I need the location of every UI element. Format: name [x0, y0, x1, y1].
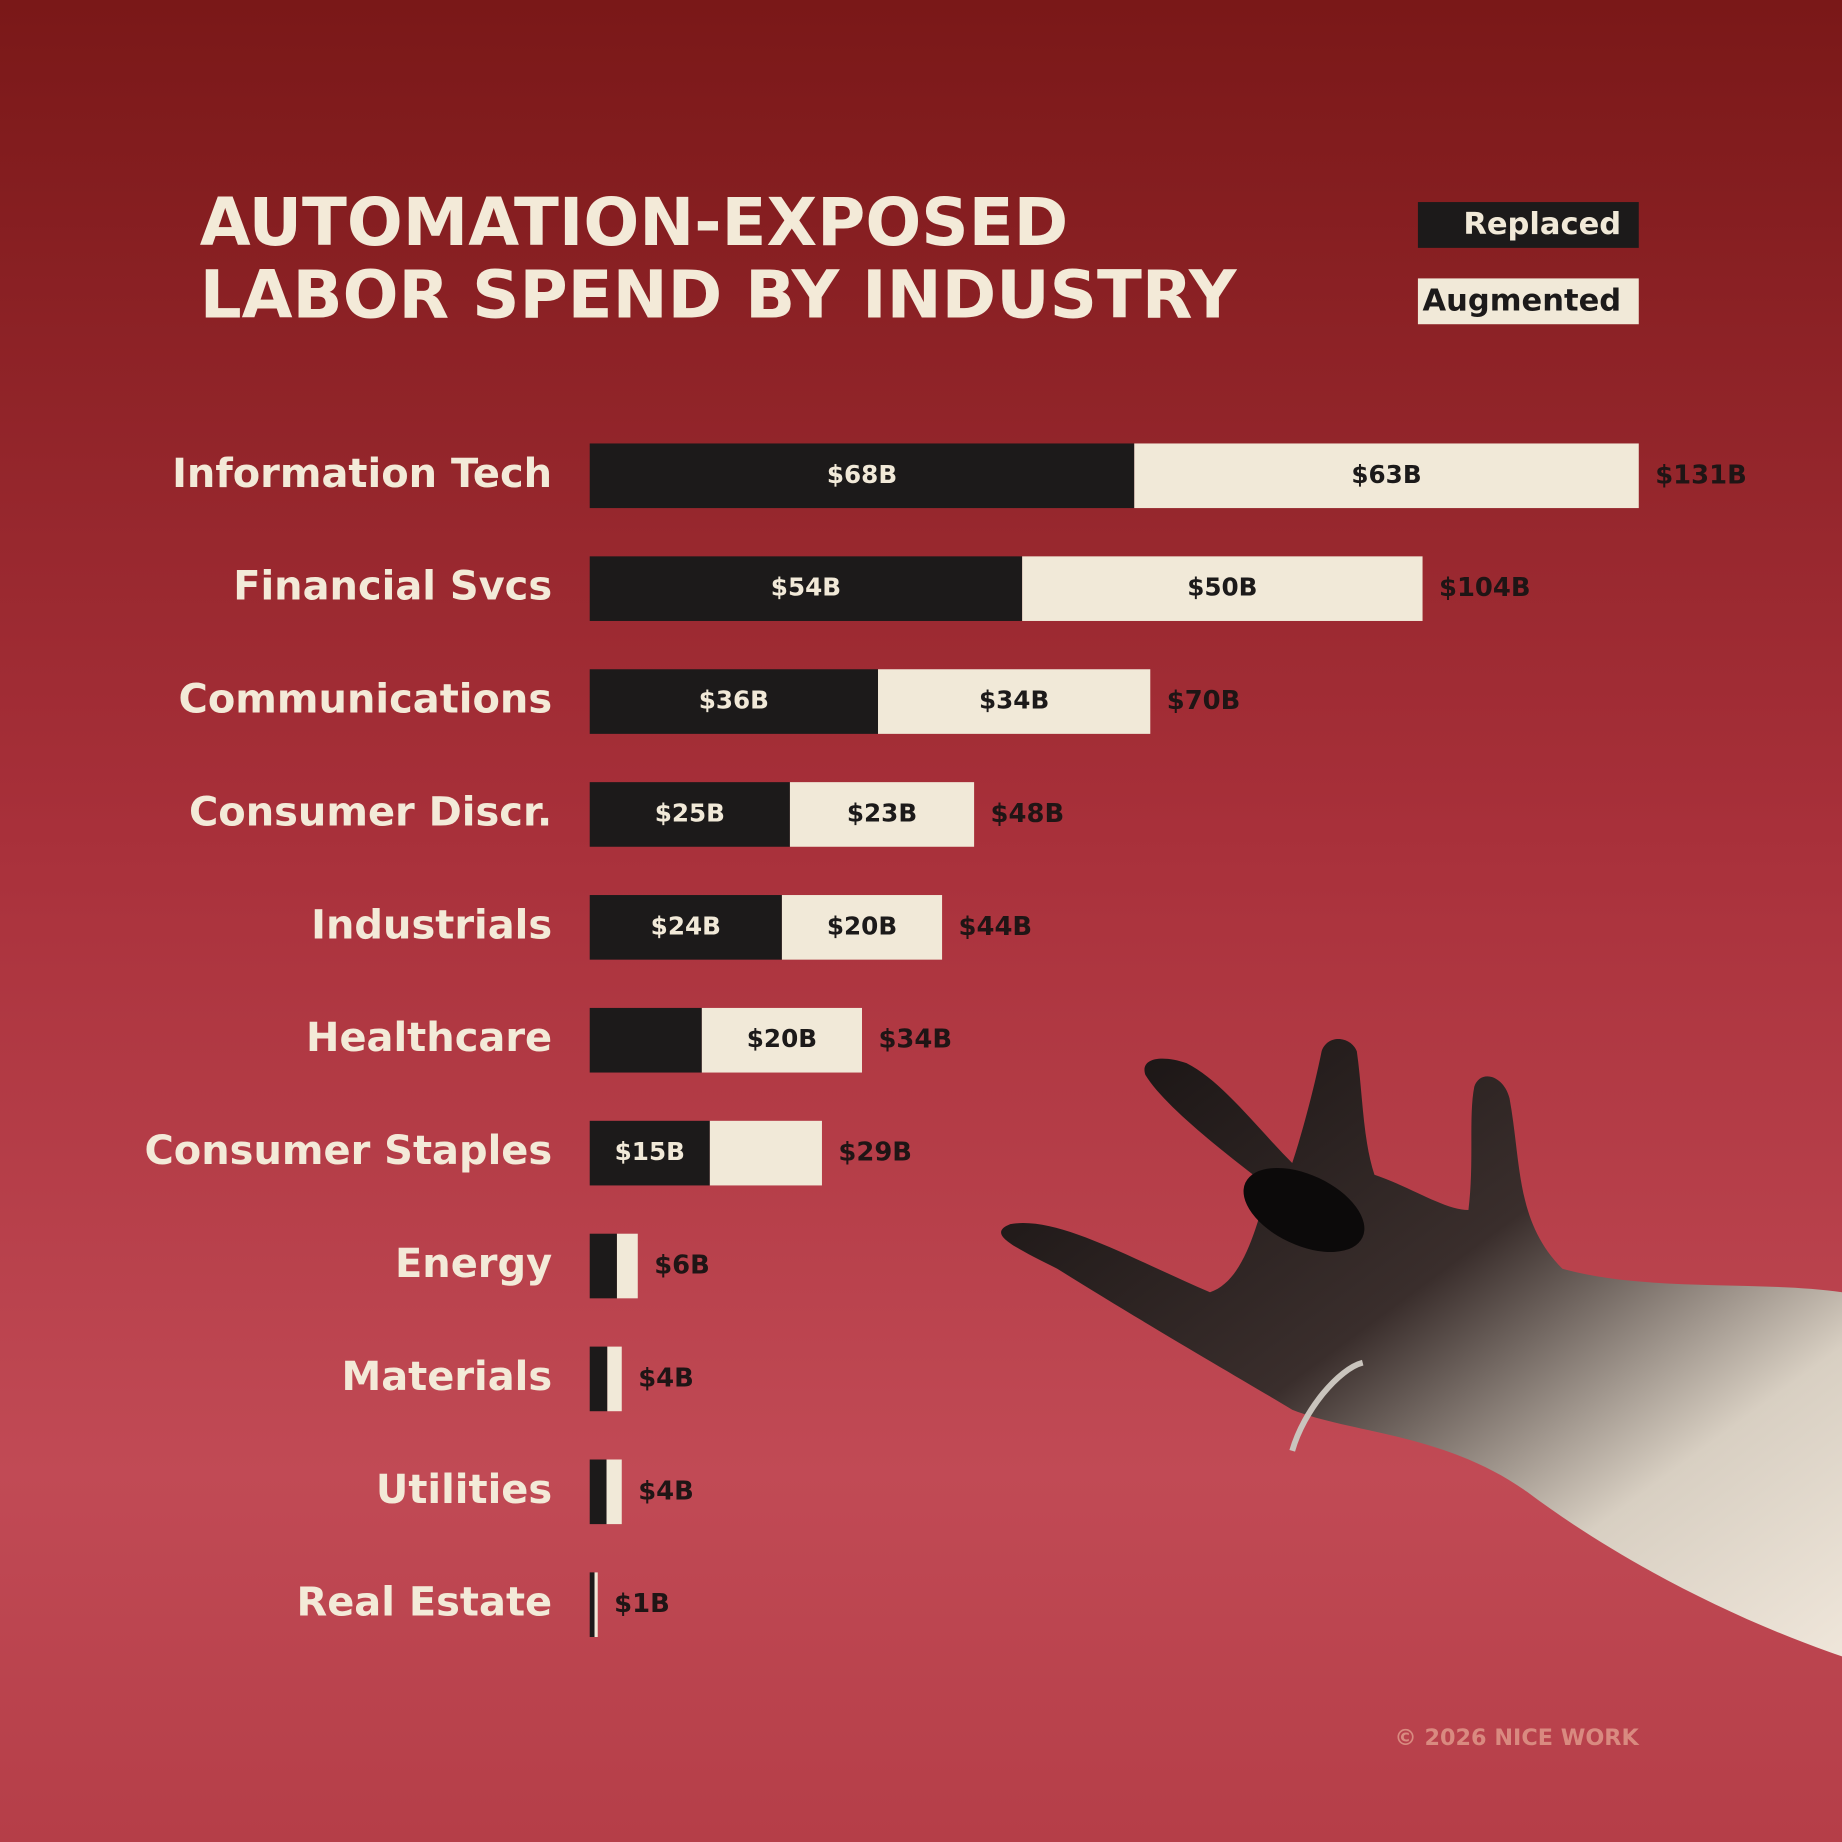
- category-label: Real Estate: [296, 1580, 552, 1626]
- bar-segment: [589, 782, 790, 847]
- bar-segment: [709, 1120, 822, 1186]
- bar-segment: [878, 669, 1151, 734]
- category-label: Materials: [341, 1354, 552, 1400]
- value-label: $63B: [1351, 460, 1421, 489]
- category-label: Industrials: [311, 902, 552, 948]
- legend-label: Replaced: [1463, 207, 1621, 242]
- bar-segment: [589, 895, 782, 960]
- value-label: $25B: [655, 798, 725, 827]
- legend-swatch: [1417, 278, 1639, 325]
- value-label: $23B: [847, 798, 917, 827]
- value-label: $54B: [771, 573, 841, 602]
- bar-segment: [616, 1233, 638, 1299]
- value-label: $68B: [827, 460, 897, 489]
- category-label: Energy: [395, 1241, 552, 1287]
- total-label: $1B: [614, 1589, 670, 1619]
- bar-segment: [781, 895, 943, 960]
- total-label: $6B: [654, 1251, 710, 1281]
- total-label: $29B: [838, 1138, 912, 1168]
- category-label: Communications: [179, 677, 553, 723]
- value-label: $20B: [747, 1024, 817, 1053]
- bar-segment: [589, 669, 879, 734]
- bar-segment: [589, 1459, 607, 1525]
- bar-segment: [589, 1346, 608, 1412]
- value-label: $20B: [827, 911, 897, 940]
- total-label: $34B: [878, 1025, 952, 1055]
- total-label: $131B: [1655, 460, 1747, 490]
- value-label: $50B: [1187, 573, 1257, 602]
- bar-segment: [589, 1007, 702, 1073]
- bar-segment: [589, 443, 1135, 509]
- category-label: Healthcare: [306, 1015, 552, 1061]
- value-label: $36B: [699, 686, 769, 715]
- legend-label: Augmented: [1423, 283, 1622, 318]
- bar-segment: [589, 1233, 617, 1299]
- category-label: Consumer Staples: [145, 1128, 553, 1174]
- bar-segment: [589, 1120, 710, 1186]
- total-label: $4B: [638, 1363, 694, 1393]
- bar-segment: [607, 1346, 622, 1412]
- value-label: $15B: [615, 1137, 685, 1166]
- bar-segment: [594, 1572, 598, 1638]
- bar-segment: [1022, 556, 1423, 621]
- bar-segment: [789, 782, 975, 847]
- category-label: Utilities: [376, 1467, 552, 1513]
- bar-segment: [589, 1572, 595, 1638]
- bar-segment: [589, 556, 1023, 621]
- category-label: Information Tech: [172, 451, 552, 497]
- footer: © 2026 NICE WORK: [1394, 1725, 1639, 1751]
- chart-title: AUTOMATION-EXPOSED: [200, 184, 1068, 261]
- hand-image: [1001, 1039, 1842, 1657]
- category-label: Consumer Discr.: [189, 789, 552, 835]
- value-label: $34B: [979, 686, 1049, 715]
- chart-title: LABOR SPEND BY INDUSTRY: [200, 257, 1238, 334]
- total-label: $104B: [1439, 573, 1531, 603]
- total-label: $44B: [959, 912, 1033, 942]
- bar-segment: [701, 1007, 862, 1073]
- value-label: $24B: [651, 911, 721, 940]
- bar-segment: [1134, 443, 1639, 509]
- bar-segment: [606, 1459, 622, 1525]
- category-label: Financial Svcs: [233, 564, 552, 610]
- total-label: $70B: [1167, 686, 1241, 716]
- total-label: $4B: [638, 1476, 694, 1506]
- total-label: $48B: [991, 799, 1065, 829]
- legend-swatch: [1417, 202, 1639, 248]
